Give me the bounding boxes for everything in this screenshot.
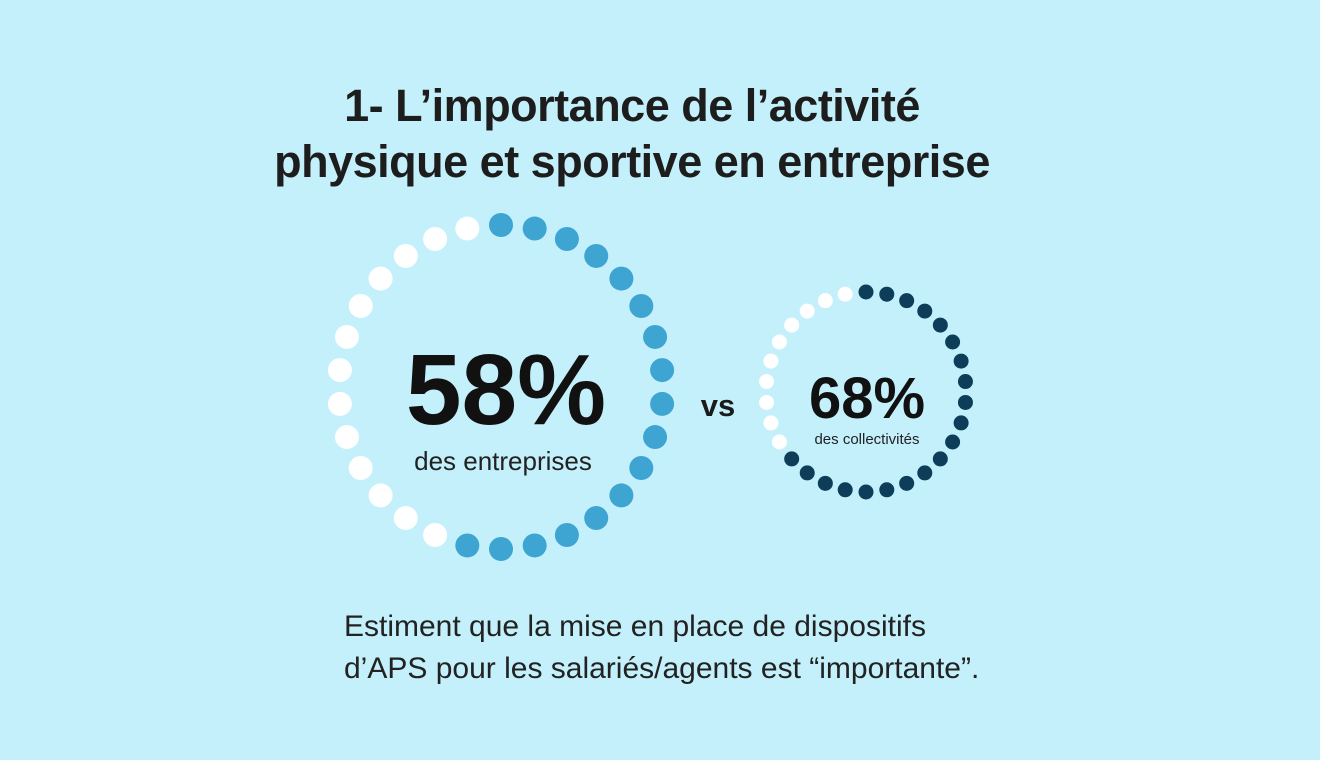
entreprises-filled-dot bbox=[522, 216, 547, 241]
entreprises-empty-dot bbox=[348, 294, 373, 318]
entreprises-empty-dot bbox=[423, 227, 448, 252]
entreprises-filled-dot bbox=[584, 243, 609, 268]
entreprises-filled-dot bbox=[650, 391, 675, 416]
collectivites-empty-dot bbox=[759, 374, 775, 390]
entreprises-empty-dot bbox=[334, 425, 359, 450]
collectivites-filled-dot bbox=[899, 475, 915, 491]
caption-line-1: Estiment que la mise en place de disposi… bbox=[344, 610, 926, 643]
collectivites-filled-dot bbox=[858, 284, 874, 300]
collectivites-filled-dot bbox=[784, 451, 800, 467]
caption: Estiment que la mise en place de disposi… bbox=[344, 606, 979, 690]
collectivites-filled-dot bbox=[953, 415, 969, 431]
entreprises-filled-dot bbox=[522, 533, 547, 558]
collectivites-empty-dot bbox=[799, 303, 815, 319]
collectivites-filled-dot bbox=[799, 465, 815, 481]
entreprises-filled-dot bbox=[584, 506, 609, 531]
collectivites-filled-dot bbox=[957, 374, 973, 390]
ring-entreprises bbox=[327, 213, 675, 561]
entreprises-filled-dot bbox=[643, 425, 668, 450]
title-line-2: physique et sportive en entreprise bbox=[274, 136, 990, 187]
entreprises-empty-dot bbox=[393, 243, 418, 268]
collectivites-filled-dot bbox=[817, 475, 833, 491]
entreprises-filled-dot bbox=[629, 456, 654, 480]
collectivites-empty-dot bbox=[784, 317, 800, 333]
collectivites-filled-dot bbox=[858, 484, 874, 500]
collectivites-filled-dot bbox=[932, 317, 948, 333]
collectivites-empty-dot bbox=[759, 394, 775, 410]
entreprises-filled-dot bbox=[643, 324, 668, 349]
collectivites-filled-dot bbox=[945, 434, 961, 450]
collectivites-empty-dot bbox=[837, 286, 853, 302]
page-title: 1- L’importance de l’activité physique e… bbox=[0, 78, 1264, 190]
entreprises-empty-dot bbox=[327, 391, 352, 416]
value-collectivites: 68% bbox=[809, 366, 925, 431]
entreprises-filled-dot bbox=[455, 533, 480, 558]
collectivites-filled-dot bbox=[837, 482, 853, 498]
collectivites-filled-dot bbox=[879, 286, 895, 302]
entreprises-filled-dot bbox=[650, 358, 675, 383]
entreprises-empty-dot bbox=[393, 506, 418, 531]
caption-line-2: d’APS pour les salariés/agents est “impo… bbox=[344, 652, 980, 685]
collectivites-filled-dot bbox=[957, 394, 973, 410]
collectivites-filled-dot bbox=[879, 482, 895, 498]
entreprises-empty-dot bbox=[327, 358, 352, 383]
title-line-1: 1- L’importance de l’activité bbox=[344, 80, 920, 131]
collectivites-empty-dot bbox=[771, 334, 787, 350]
entreprises-empty-dot bbox=[455, 216, 480, 241]
vs-label: vs bbox=[701, 388, 735, 423]
entreprises-empty-dot bbox=[334, 324, 359, 349]
value-entreprises: 58% bbox=[406, 334, 606, 446]
entreprises-filled-dot bbox=[609, 266, 634, 291]
entreprises-filled-dot bbox=[554, 522, 579, 547]
collectivites-empty-dot bbox=[771, 434, 787, 450]
ring-collectivites bbox=[759, 284, 973, 500]
collectivites-empty-dot bbox=[763, 415, 779, 431]
collectivites-filled-dot bbox=[932, 451, 948, 467]
collectivites-filled-dot bbox=[917, 303, 933, 319]
entreprises-empty-dot bbox=[348, 456, 373, 480]
label-entreprises: des entreprises bbox=[414, 446, 592, 476]
collectivites-filled-dot bbox=[899, 293, 915, 309]
collectivites-filled-dot bbox=[917, 465, 933, 481]
entreprises-empty-dot bbox=[368, 266, 393, 291]
entreprises-filled-dot bbox=[554, 227, 579, 252]
entreprises-empty-dot bbox=[368, 483, 393, 508]
collectivites-empty-dot bbox=[763, 353, 779, 369]
entreprises-filled-dot bbox=[489, 213, 513, 237]
entreprises-filled-dot bbox=[629, 294, 654, 318]
collectivites-filled-dot bbox=[953, 353, 969, 369]
entreprises-filled-dot bbox=[609, 483, 634, 508]
collectivites-empty-dot bbox=[817, 293, 833, 309]
collectivites-filled-dot bbox=[945, 334, 961, 350]
entreprises-filled-dot bbox=[489, 537, 513, 561]
label-collectivites: des collectivités bbox=[814, 431, 919, 448]
entreprises-empty-dot bbox=[423, 522, 448, 547]
